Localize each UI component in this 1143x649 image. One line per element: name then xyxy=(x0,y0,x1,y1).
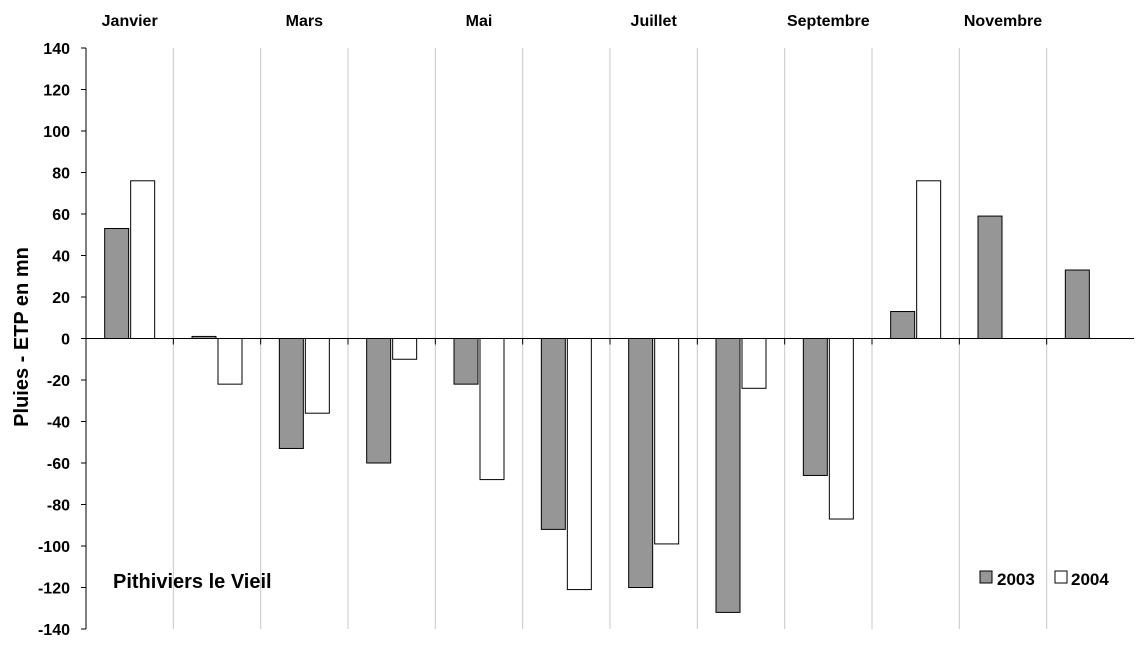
bar-2004 xyxy=(217,338,243,385)
legend-swatch-2004 xyxy=(1054,570,1068,584)
bar-2003 xyxy=(977,215,1003,339)
y-tick-label: 40 xyxy=(52,249,70,266)
legend: 2003 2004 xyxy=(979,570,1109,589)
bar-2004 xyxy=(566,338,592,591)
bar-2003 xyxy=(366,338,392,464)
bar-2004 xyxy=(916,180,942,339)
month-label: Septembre xyxy=(787,13,870,30)
month-label: Mai xyxy=(466,13,493,30)
y-tick-label: 0 xyxy=(61,332,70,349)
bar-2003 xyxy=(540,338,566,530)
legend-label-2004: 2004 xyxy=(1071,570,1109,589)
bar-2004 xyxy=(130,180,156,339)
bar-2003 xyxy=(104,228,130,339)
month-label: Janvier xyxy=(102,13,158,30)
bar-2004 xyxy=(741,338,767,389)
y-tick-label: -100 xyxy=(38,539,70,556)
y-tick-label: 100 xyxy=(43,124,70,141)
y-tick-label: -20 xyxy=(47,373,70,390)
y-tick-label: -140 xyxy=(38,622,70,639)
y-axis-label: Pluies - ETP en mn xyxy=(11,247,33,427)
bar-2003 xyxy=(191,335,217,339)
y-tick-label: 120 xyxy=(43,83,70,100)
bar-2003 xyxy=(890,311,916,339)
bar-2003 xyxy=(715,338,741,613)
y-tick-label: 20 xyxy=(52,290,70,307)
bar-2004 xyxy=(654,338,680,545)
bar-2003 xyxy=(1064,269,1090,339)
labels: 140 120 100 80 60 40 20 0 -20 -40 -60 -80 -100 -120 -1… xyxy=(38,13,1042,639)
bar-2004 xyxy=(392,338,418,360)
legend-swatch-2003 xyxy=(979,570,993,584)
bars xyxy=(104,180,1090,613)
y-tick-label: -120 xyxy=(38,581,70,598)
bar-2003 xyxy=(278,338,304,449)
y-tick-label: -60 xyxy=(47,456,70,473)
bar-2004 xyxy=(304,338,330,414)
bar-2003 xyxy=(628,338,654,588)
month-label: Novembre xyxy=(964,13,1042,30)
legend-label-2003: 2003 xyxy=(997,570,1035,589)
y-tick-label: 80 xyxy=(52,166,70,183)
axes xyxy=(81,47,1134,630)
bar-2003 xyxy=(802,338,828,476)
bar-2004 xyxy=(479,338,505,481)
y-tick-label: 140 xyxy=(43,41,70,58)
month-label: Juillet xyxy=(631,13,678,30)
y-tick-label: 60 xyxy=(52,207,70,224)
month-label: Mars xyxy=(286,13,323,30)
y-tick-label: -40 xyxy=(47,415,70,432)
y-tick-label: -80 xyxy=(47,498,70,515)
bar-2004 xyxy=(828,338,854,520)
station-annotation: Pithiviers le Vieil xyxy=(113,571,272,593)
bar-2003 xyxy=(453,338,479,385)
